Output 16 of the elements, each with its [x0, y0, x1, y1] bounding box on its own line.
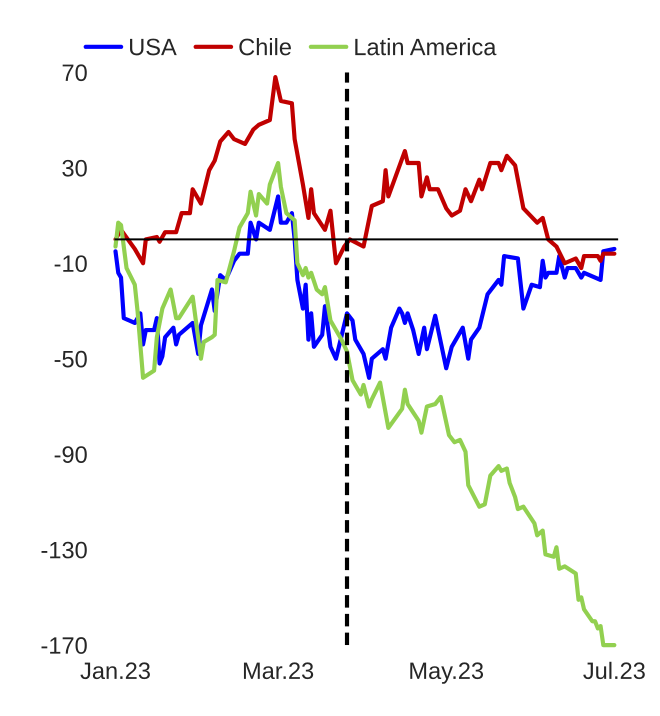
line-series — [113, 160, 616, 648]
y-tick-label: -90 — [54, 446, 87, 463]
legend-label: Chile — [239, 38, 291, 56]
x-tick-label: Jul.23 — [583, 662, 645, 680]
y-tick-label: 70 — [62, 64, 87, 82]
y-tick-label: -130 — [42, 542, 87, 558]
x-tick-label: Mar.23 — [244, 662, 314, 680]
y-tick-label: -50 — [54, 350, 87, 368]
x-tick-label: Jan.23 — [80, 662, 150, 680]
legend-label: Latin America — [355, 38, 496, 56]
y-tick-label: -10 — [54, 255, 87, 272]
y-tick-label: -170 — [42, 637, 87, 654]
y-tick-label: 30 — [62, 160, 87, 177]
x-tick-label: May.23 — [410, 662, 484, 684]
line-series — [113, 75, 616, 270]
legend-label: USA — [130, 38, 177, 56]
